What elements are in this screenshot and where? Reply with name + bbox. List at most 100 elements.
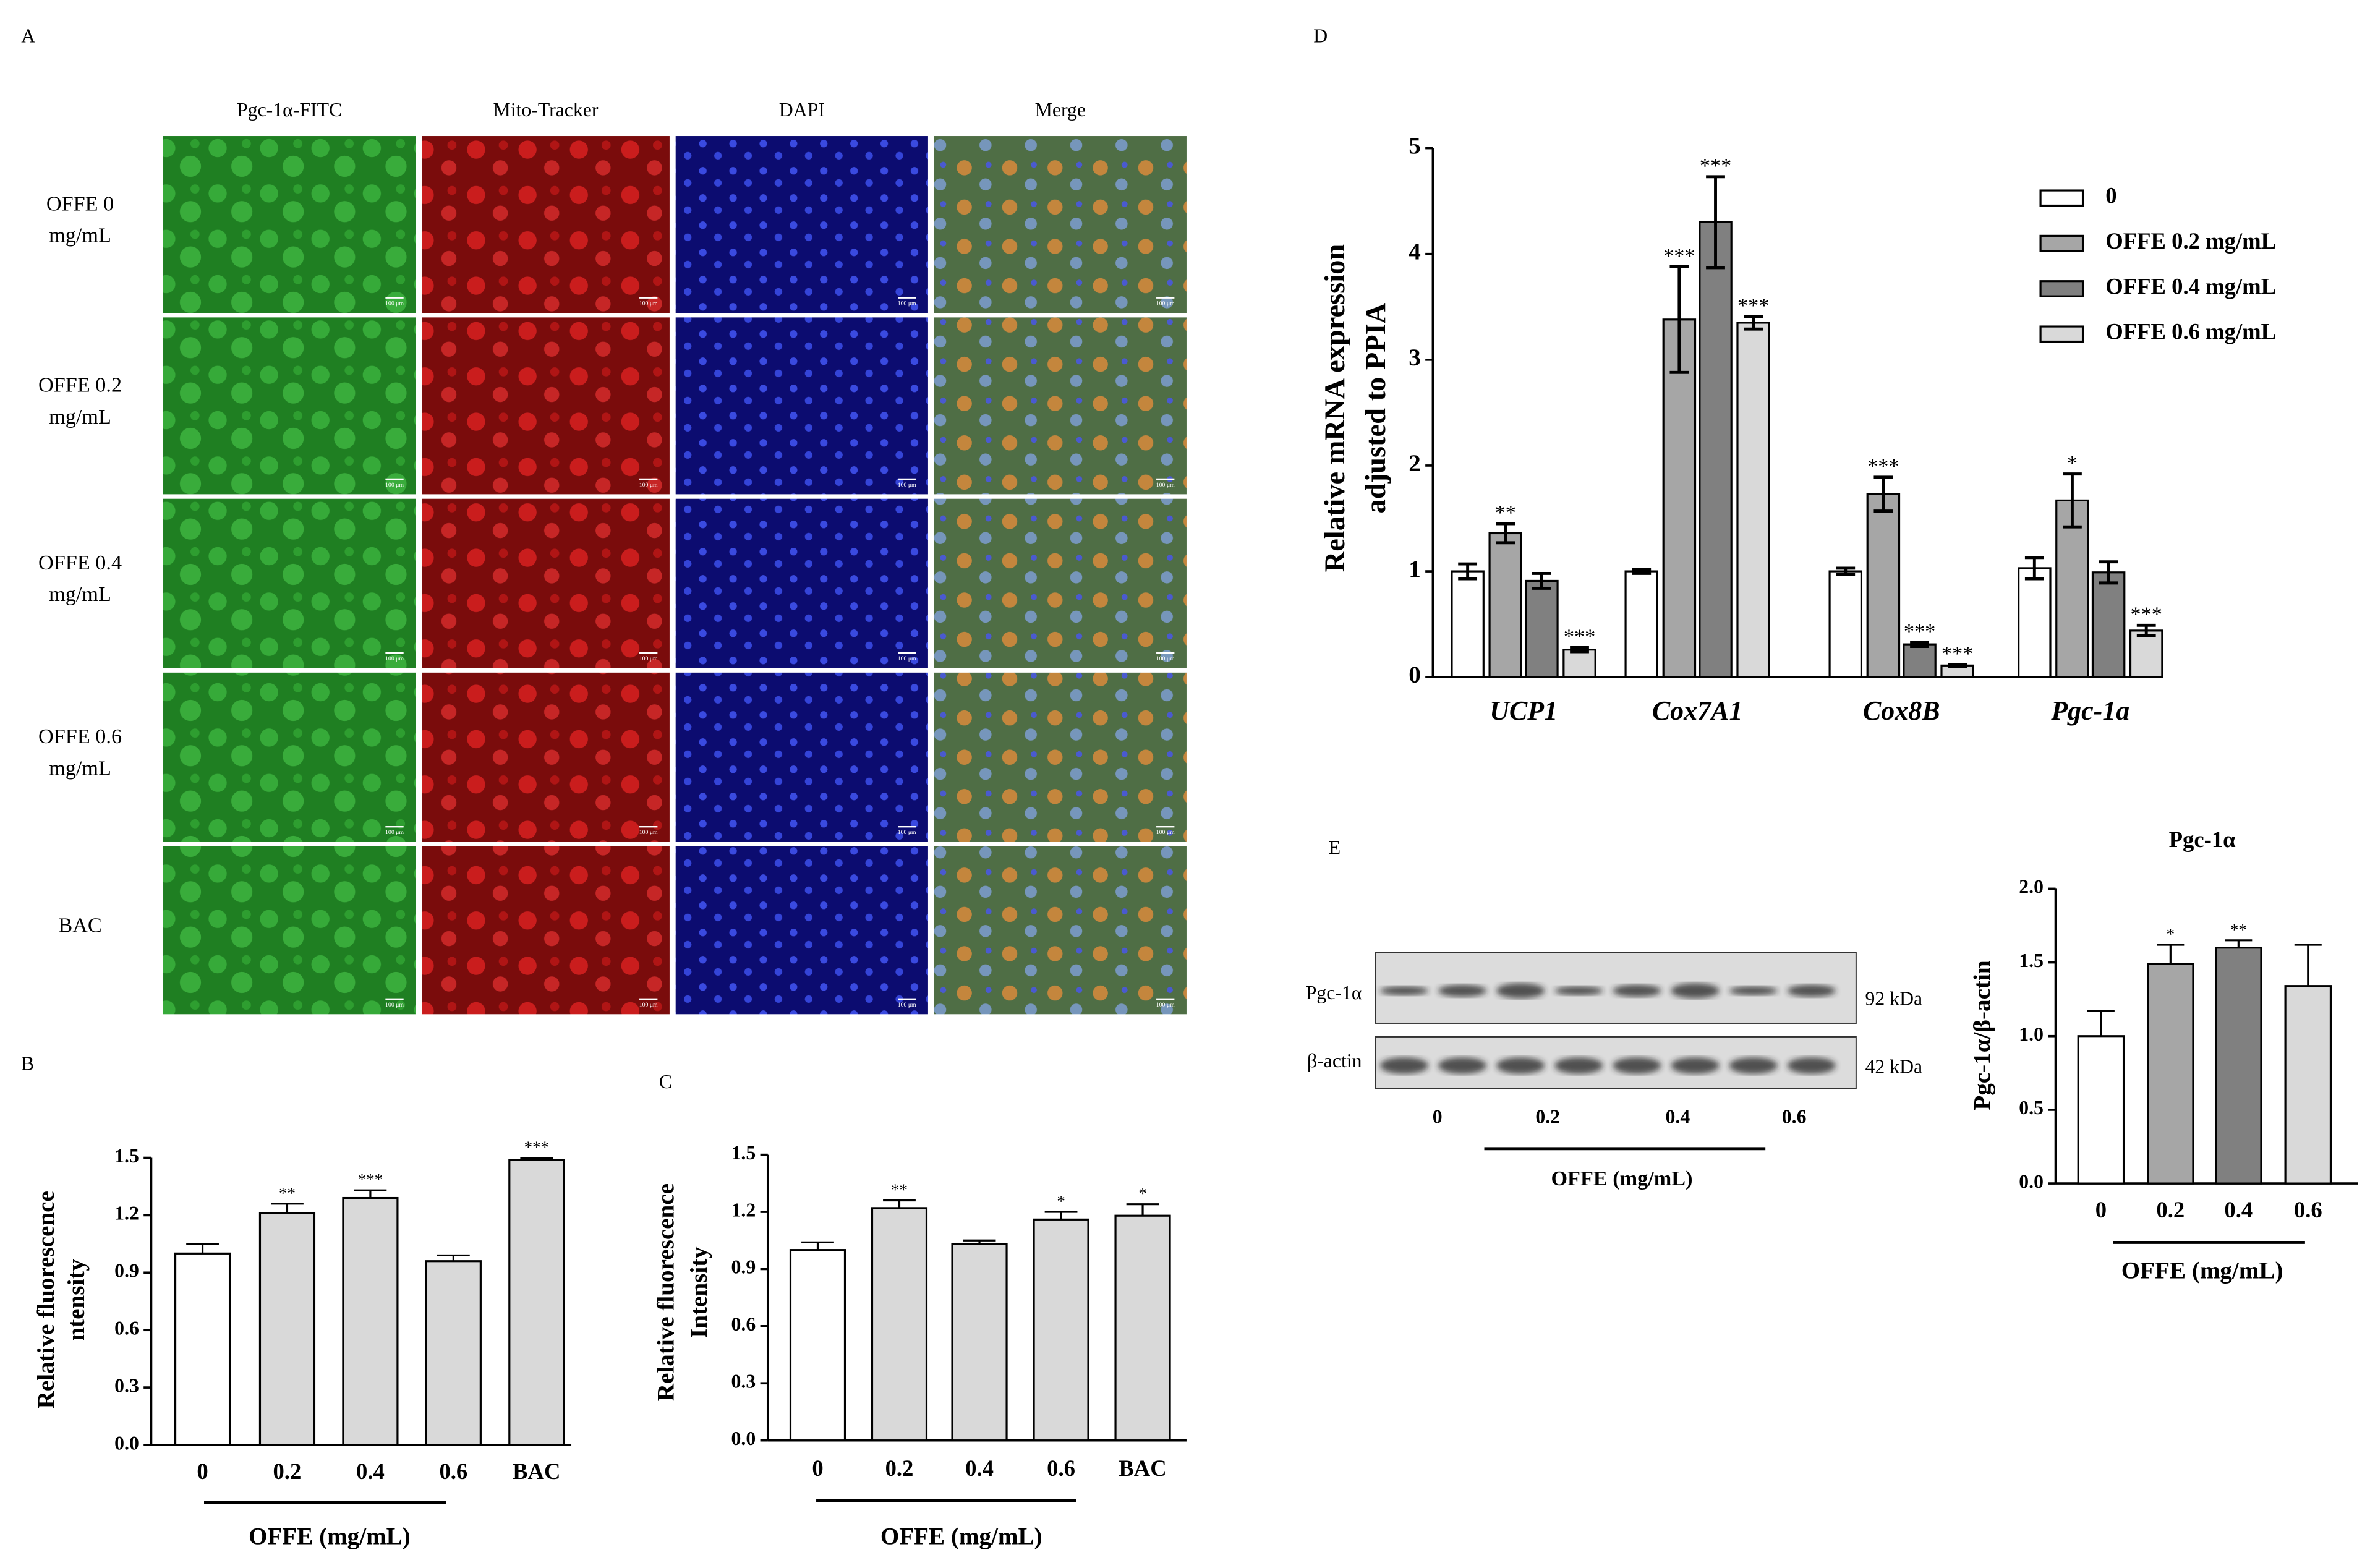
x-tick-label: 0.4	[356, 1459, 385, 1484]
bar	[2055, 499, 2089, 678]
y-axis-label: Relative fluorescence	[652, 1183, 679, 1401]
x-tick-label: Cox7A1	[1652, 696, 1743, 726]
significance: **	[279, 1183, 296, 1202]
legend-swatch	[2039, 234, 2084, 252]
legend-label: OFFE 0.2 mg/mL	[2105, 228, 2276, 254]
scale-bar-label: 100 μm	[639, 829, 658, 836]
micrograph	[934, 846, 1187, 1015]
significance: *	[2167, 924, 2175, 943]
band-size: 92 kDa	[1865, 988, 1923, 1010]
y-tick-label: 0.3	[731, 1371, 756, 1392]
micrograph	[422, 672, 670, 842]
significance: **	[891, 1180, 908, 1199]
micrograph	[163, 846, 416, 1015]
bar	[2147, 963, 2194, 1185]
x-tick-label: BAC	[513, 1459, 560, 1484]
bar	[951, 1243, 1008, 1442]
significance: ***	[1564, 625, 1595, 648]
micrograph	[163, 136, 416, 313]
micrograph	[675, 672, 928, 842]
y-tick-label: 1.0	[2019, 1023, 2044, 1045]
significance: *	[1057, 1192, 1065, 1211]
row-label: OFFE 0.4	[38, 552, 122, 574]
y-tick-label: 2	[1409, 450, 1421, 477]
column-header: Mito-Tracker	[493, 99, 598, 121]
micrograph	[675, 136, 928, 313]
significance: ***	[1737, 294, 1769, 317]
y-axis-label: Relative fluorescence	[33, 1191, 59, 1408]
figure-content: A Pgc-1α-FITC Mito-Tracker DAPI Merge OFFE 0 m…	[21, 25, 2358, 1550]
y-axis-label: Relative mRNA expression	[1319, 244, 1351, 573]
significance: ***	[1942, 642, 1973, 665]
micrograph	[422, 498, 670, 668]
bar	[1562, 649, 1596, 678]
legend-label: OFFE 0.4 mg/mL	[2105, 273, 2276, 299]
y-tick-label: 1.5	[114, 1145, 139, 1167]
significance: *	[1138, 1184, 1146, 1203]
blot-band	[1438, 984, 1487, 997]
y-tick-label: 4	[1409, 239, 1421, 265]
x-tick-label: 0.6	[439, 1459, 467, 1484]
bar	[258, 1212, 316, 1446]
column-header: Merge	[1035, 99, 1086, 121]
micrograph	[163, 317, 416, 495]
micrograph	[675, 498, 928, 668]
bar	[2129, 629, 2163, 678]
blot-band	[1379, 986, 1429, 995]
y-tick-label: 1	[1409, 556, 1421, 582]
x-tick-label: 0.2	[273, 1459, 302, 1484]
y-tick-label: 1.5	[2019, 950, 2044, 971]
panel-letter: B	[21, 1053, 34, 1075]
y-tick-label: 0.0	[114, 1432, 139, 1454]
panel-letter: C	[659, 1071, 672, 1093]
bar	[2091, 571, 2126, 678]
micrograph	[934, 672, 1187, 842]
bar	[1736, 322, 1770, 678]
x-tick-label: Pgc-1a	[2050, 696, 2129, 726]
scale-bar-label: 100 μm	[385, 482, 404, 488]
row-label: BAC	[58, 914, 101, 937]
chart-title: Pgc-1α	[2169, 827, 2236, 852]
legend-label: 0	[2105, 183, 2116, 208]
legend-swatch	[2039, 325, 2084, 343]
y-tick-label: 1.2	[114, 1203, 139, 1224]
x-tick-label: 0.4	[965, 1455, 994, 1481]
bar	[789, 1249, 846, 1442]
blot-band	[1438, 1057, 1487, 1074]
bar	[1114, 1214, 1171, 1442]
bar	[2215, 947, 2262, 1185]
y-tick-label: 0.6	[731, 1313, 756, 1335]
bar	[1866, 493, 1901, 678]
micrograph	[163, 498, 416, 668]
lane-label: 0	[1433, 1106, 1443, 1127]
bar	[1699, 221, 1733, 678]
micrograph	[675, 846, 928, 1015]
significance: **	[2230, 920, 2247, 939]
bar	[1525, 579, 1559, 678]
blot-band	[1496, 1057, 1545, 1074]
band-name: β-actin	[1307, 1050, 1362, 1072]
y-tick-label: 0	[1409, 662, 1421, 688]
blot-band	[1671, 1057, 1720, 1074]
micrograph	[422, 136, 670, 313]
legend-swatch	[2039, 189, 2084, 207]
y-tick-label: 0.6	[114, 1318, 139, 1339]
bar	[2077, 1035, 2125, 1185]
scale-bar-label: 100 μm	[639, 300, 658, 307]
y-tick-label: 1.2	[731, 1199, 756, 1221]
scale-bar-label: 100 μm	[1156, 655, 1175, 662]
scale-bar-label: 100 μm	[1156, 829, 1175, 836]
blot-band	[1729, 986, 1778, 995]
row-label: OFFE 0.2	[38, 374, 122, 397]
scale-bar-label: 100 μm	[1156, 300, 1175, 307]
y-tick-label: 0.0	[731, 1428, 756, 1449]
row-label: mg/mL	[49, 224, 111, 247]
lane-label: 0.2	[1535, 1106, 1560, 1127]
y-axis-label: adjusted to PPIA	[1360, 302, 1392, 513]
x-axis-label: OFFE (mg/mL)	[880, 1523, 1042, 1550]
x-axis-label: OFFE (mg/mL)	[249, 1523, 411, 1550]
x-axis-label: OFFE (mg/mL)	[1551, 1167, 1692, 1190]
bar	[1451, 570, 1485, 678]
y-tick-label: 2.0	[2019, 876, 2044, 898]
micrograph	[163, 672, 416, 842]
